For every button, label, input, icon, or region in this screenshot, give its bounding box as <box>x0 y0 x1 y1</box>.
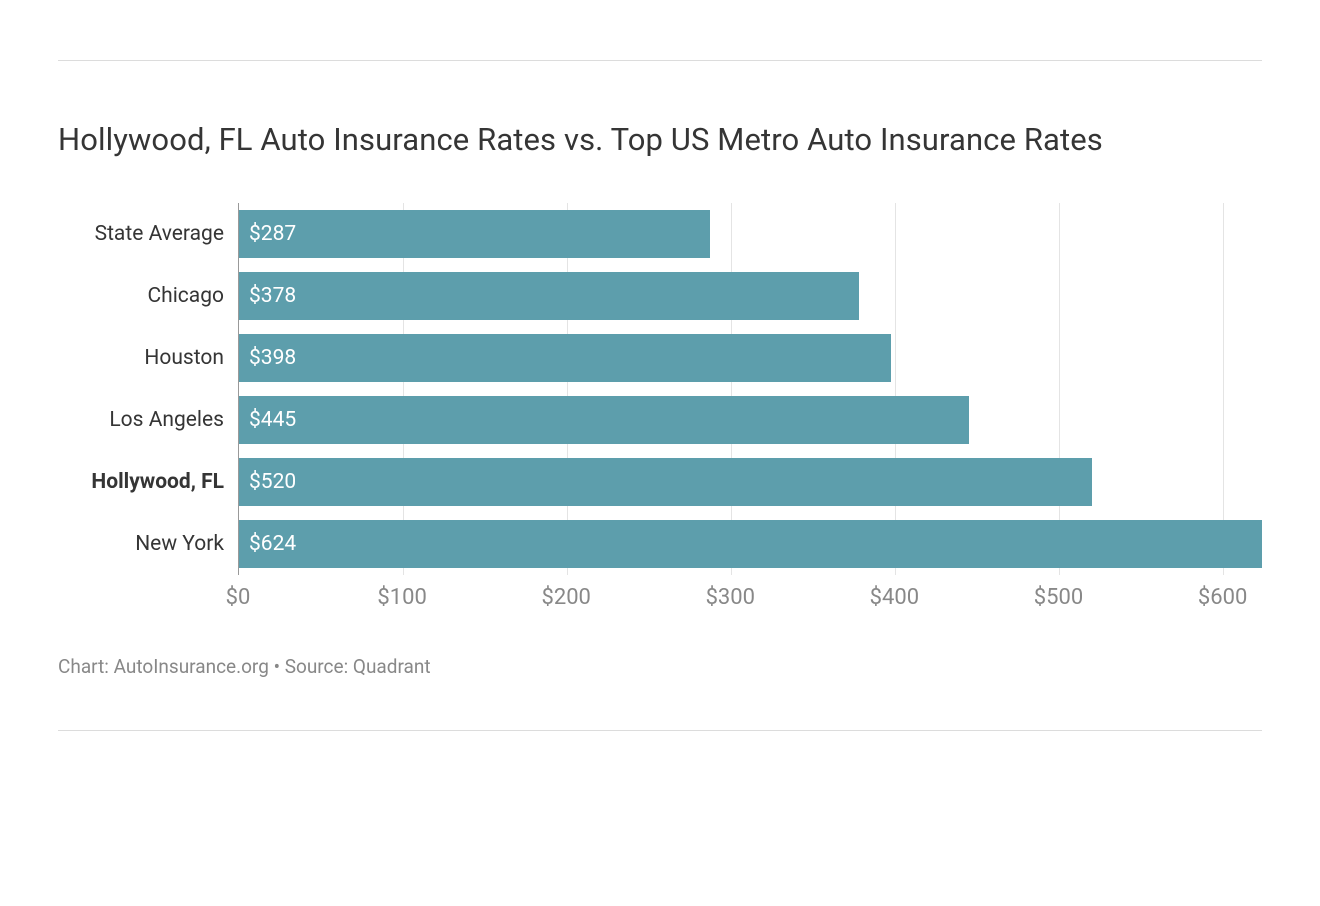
bar-row: $378 <box>239 265 1262 327</box>
x-axis: $0$100$200$300$400$500$600 <box>238 575 1262 615</box>
bars-group: $287 $378 $398 $445 $520 $624 <box>239 203 1262 575</box>
bar: $445 <box>239 396 969 444</box>
bar-row: $624 <box>239 513 1262 575</box>
bar: $520 <box>239 458 1092 506</box>
x-tick-label: $400 <box>870 585 919 610</box>
bar-row: $398 <box>239 327 1262 389</box>
bar-row: $520 <box>239 451 1262 513</box>
x-tick-label: $300 <box>706 585 755 610</box>
bar-value-label: $378 <box>249 284 296 308</box>
chart-area: State AverageChicagoHoustonLos AngelesHo… <box>58 203 1262 615</box>
bar-value-label: $287 <box>249 222 296 246</box>
bar: $398 <box>239 334 891 382</box>
chart-container: Hollywood, FL Auto Insurance Rates vs. T… <box>0 0 1320 731</box>
y-axis-labels: State AverageChicagoHoustonLos AngelesHo… <box>58 203 238 575</box>
plot-area: $287 $378 $398 $445 $520 $624 <box>238 203 1262 575</box>
bar-row: $445 <box>239 389 1262 451</box>
bar-value-label: $445 <box>249 408 296 432</box>
y-label: Chicago <box>58 265 228 327</box>
x-tick-label: $200 <box>541 585 590 610</box>
chart-inner: State AverageChicagoHoustonLos AngelesHo… <box>58 203 1262 575</box>
x-tick-label: $0 <box>226 585 251 610</box>
x-tick-label: $500 <box>1034 585 1083 610</box>
bar-value-label: $520 <box>249 470 296 494</box>
y-label: New York <box>58 513 228 575</box>
x-tick-label: $100 <box>377 585 426 610</box>
bottom-divider <box>58 730 1262 731</box>
x-tick-label: $600 <box>1198 585 1247 610</box>
y-label: Hollywood, FL <box>58 451 228 513</box>
bar: $378 <box>239 272 859 320</box>
bar-value-label: $398 <box>249 346 296 370</box>
bar-value-label: $624 <box>249 532 296 556</box>
bar-row: $287 <box>239 203 1262 265</box>
y-label: Los Angeles <box>58 389 228 451</box>
bar: $287 <box>239 210 710 258</box>
chart-title: Hollywood, FL Auto Insurance Rates vs. T… <box>58 119 1262 161</box>
y-label: Houston <box>58 327 228 389</box>
bar: $624 <box>239 520 1262 568</box>
top-divider <box>58 60 1262 61</box>
y-label: State Average <box>58 203 228 265</box>
chart-footer: Chart: AutoInsurance.org • Source: Quadr… <box>58 655 1262 678</box>
